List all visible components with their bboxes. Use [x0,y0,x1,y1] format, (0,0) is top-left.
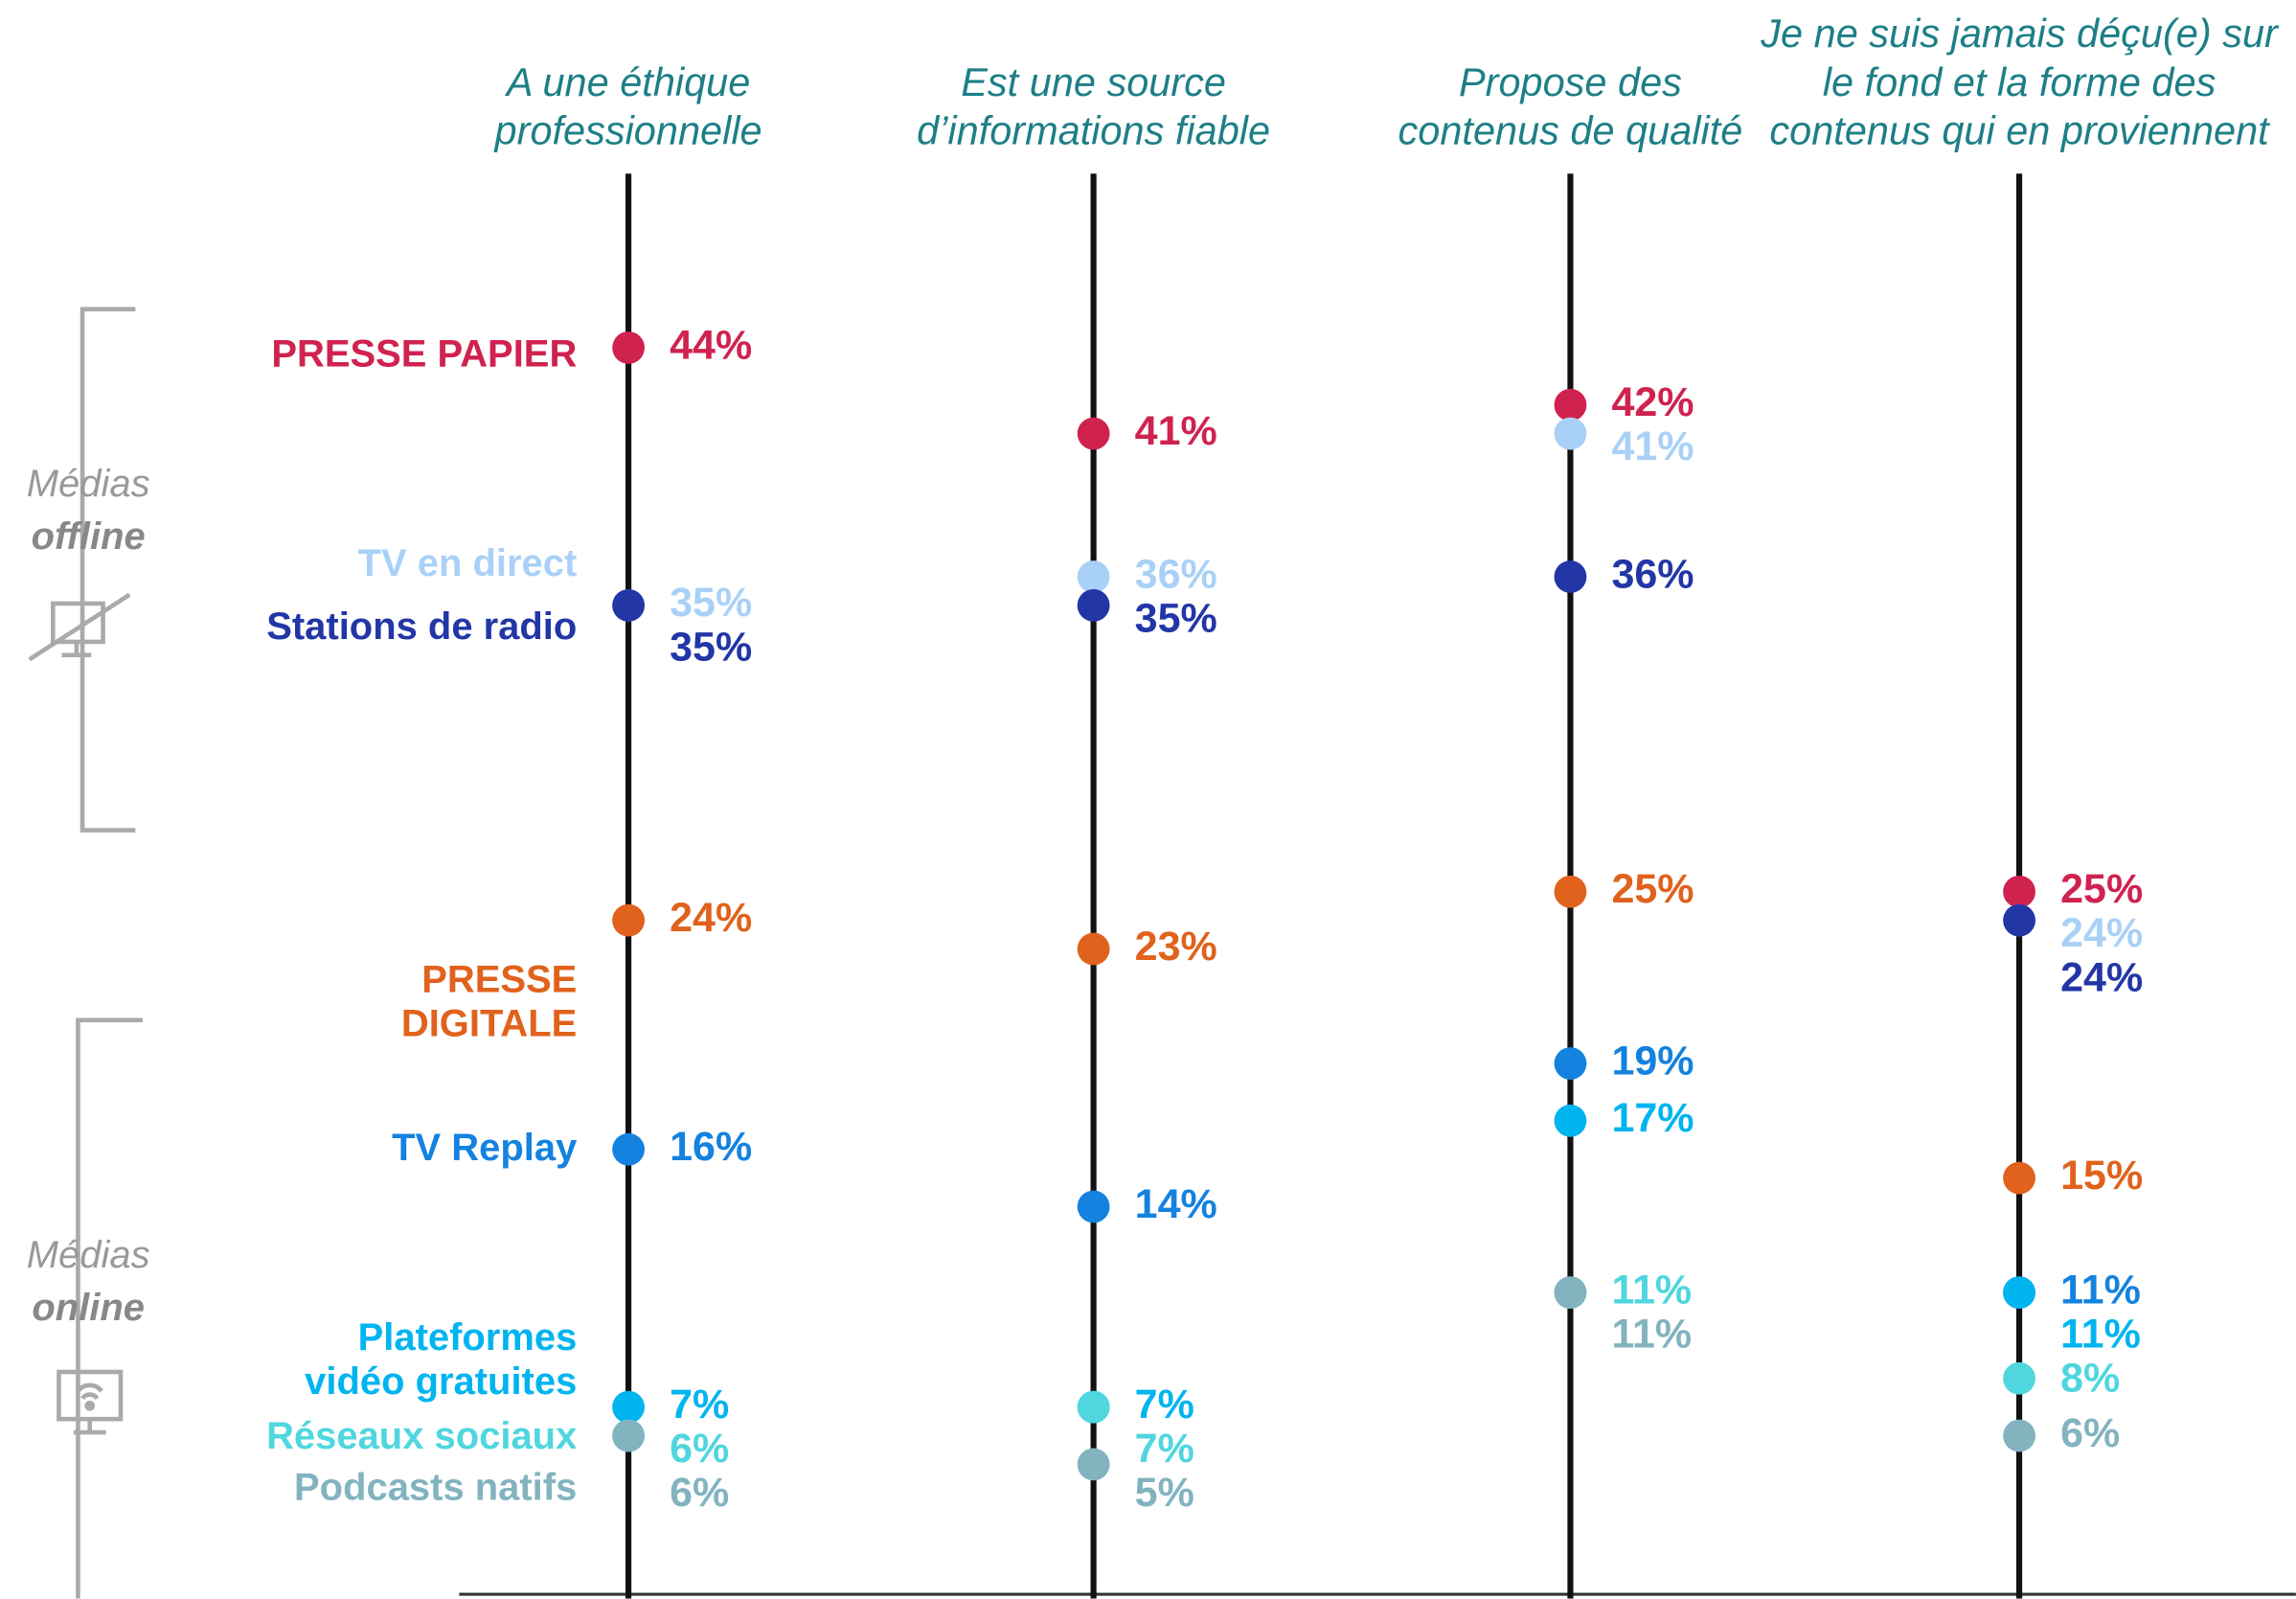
dot [612,1132,645,1166]
column-title: Propose des contenus de qualité [1398,59,1743,153]
value-label: 6% [670,1470,729,1516]
value-label: 11% [2060,1267,2141,1313]
value-label: 24% [2060,910,2143,956]
group-label-emphasis: offline [31,514,146,559]
dot [1554,560,1587,593]
legend-label: TV en direct [357,539,578,584]
value-label: 35% [1135,595,1217,641]
value-label: 41% [1611,423,1694,469]
value-label: 6% [670,1426,729,1472]
group-label: Médias online [0,1227,176,1334]
dot [2003,903,2035,937]
value-label: 42% [1611,379,1694,425]
value-label: 23% [1135,924,1217,970]
dot [612,1390,645,1424]
legend-label: Podcasts natifs [294,1464,578,1509]
dot [2003,1361,2035,1395]
value-label: 15% [2060,1153,2143,1199]
value-label: 11% [1611,1267,1692,1313]
dot [2003,875,2035,908]
value-label: 14% [1135,1181,1217,1227]
dot [612,1419,645,1452]
dot [2003,1419,2035,1452]
bracket-offline [80,307,136,833]
value-label: 16% [670,1124,752,1170]
value-label: 41% [1135,408,1217,454]
dot [2003,1161,2035,1195]
value-label: 19% [1611,1038,1694,1084]
bracket-online [76,1017,144,1599]
dot [612,331,645,364]
value-label: 24% [2060,954,2143,1000]
icon-online [57,1369,124,1435]
dot [1554,875,1587,908]
dot [1077,560,1110,593]
value-label: 36% [1611,551,1694,597]
dot [612,588,645,622]
value-label: 17% [1611,1095,1694,1141]
value-label: 7% [1135,1382,1194,1428]
column-title: Est une source d’informations fiable [917,59,1271,153]
value-label: 8% [2060,1356,2120,1402]
value-label: 11% [2060,1312,2141,1358]
legend-label: Plateformes vidéo gratuites [305,1314,578,1404]
legend-label: Réseaux sociaux [266,1413,578,1458]
dot [1554,417,1587,450]
dot [1077,1448,1110,1481]
value-label: 36% [1135,551,1217,597]
icon-offline [28,592,131,662]
dot [2003,1276,2035,1310]
value-label: 25% [1611,866,1694,912]
column-title: Je ne suis jamais déçu(e) sur le fond et… [1761,11,2278,153]
legend-label: PRESSE PAPIER [271,331,578,376]
dot [1077,932,1110,966]
value-label: 6% [2060,1410,2120,1456]
dot [1077,588,1110,622]
value-label: 35% [670,624,752,670]
dot [1554,1276,1587,1310]
dot [1077,1390,1110,1424]
legend-label: PRESSE DIGITALE [400,956,578,1045]
dot [1554,388,1587,422]
dot [612,903,645,937]
value-label: 24% [670,895,752,941]
column-title: A une éthique professionnelle [494,59,762,153]
legend-label: Stations de radio [266,603,578,649]
dot [1554,1104,1587,1137]
legend-label: TV Replay [392,1124,578,1169]
value-label: 5% [1135,1470,1194,1516]
group-label-text: Médias [26,460,150,506]
group-label: Médias offline [0,456,176,562]
value-label: 35% [670,580,752,626]
value-label: 7% [670,1382,729,1428]
value-label: 7% [1135,1426,1194,1472]
group-label-text: Médias [26,1232,150,1277]
value-label: 44% [670,322,752,368]
dot [1077,417,1110,450]
dot [1077,1190,1110,1223]
value-label: 11% [1611,1312,1692,1358]
value-label: 25% [2060,866,2143,912]
dot [1554,1047,1587,1080]
group-label-emphasis: online [32,1285,146,1330]
